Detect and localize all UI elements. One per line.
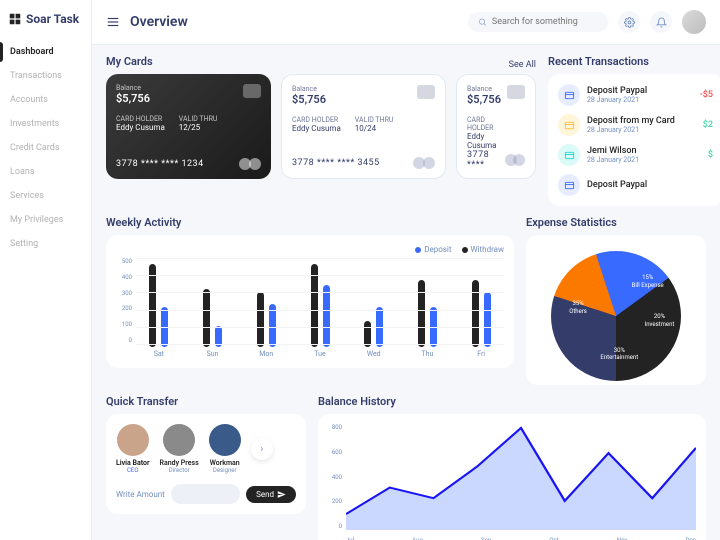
- sidebar-item-loans[interactable]: Loans: [0, 160, 91, 184]
- credit-card[interactable]: Balance$5,756 CARD HOLDEREddy CusumaVALI…: [281, 74, 446, 179]
- pie-label: 35%Others: [569, 300, 587, 314]
- see-all-link[interactable]: See All: [509, 60, 536, 70]
- transaction-icon: [558, 144, 580, 166]
- person-avatar: [209, 424, 241, 456]
- card-brand-icon: [413, 156, 435, 170]
- person[interactable]: Livia BatorCEO: [116, 424, 150, 474]
- sidebar-item-accounts[interactable]: Accounts: [0, 88, 91, 112]
- person-avatar: [163, 424, 195, 456]
- weekly-chart: Deposit Withdraw 5004003002001000 SatSun…: [106, 235, 514, 368]
- chip-icon: [417, 85, 435, 99]
- transaction-row[interactable]: Deposit from my Card28 January 2021 $2: [558, 114, 713, 136]
- sidebar-item-setting[interactable]: Setting: [0, 232, 91, 256]
- page-title: Overview: [130, 14, 188, 30]
- search[interactable]: [468, 12, 608, 32]
- person[interactable]: WorkmanDesigner: [209, 424, 241, 474]
- sidebar-item-investments[interactable]: Investments: [0, 112, 91, 136]
- next-button[interactable]: ›: [251, 438, 273, 460]
- sidebar-item-services[interactable]: Services: [0, 184, 91, 208]
- avatar[interactable]: [682, 10, 706, 34]
- my-cards-title: My Cards: [106, 55, 153, 68]
- weekly-activity-title: Weekly Activity: [106, 216, 514, 229]
- gear-icon: [624, 17, 635, 28]
- topbar: Overview: [92, 0, 720, 45]
- transaction-icon: [558, 84, 580, 106]
- send-button[interactable]: Send: [246, 486, 296, 503]
- sidebar-item-transactions[interactable]: Transactions: [0, 64, 91, 88]
- transaction-row[interactable]: Deposit Paypal: [558, 174, 713, 196]
- expense-statistics-title: Expense Statistics: [526, 216, 706, 229]
- sidebar: Soar Task DashboardTransactionsAccountsI…: [0, 0, 92, 540]
- balance-history-chart: 8006004002000 JulAugSepOctNovDec: [318, 414, 706, 540]
- pie-label: 30%Entertainment: [600, 347, 638, 361]
- send-icon: [277, 490, 286, 499]
- menu-icon[interactable]: [106, 15, 120, 29]
- transaction-icon: [558, 174, 580, 196]
- credit-card[interactable]: Balance$5,756 CARD HOLDEREddy Cusuma 377…: [456, 74, 536, 179]
- recent-transactions-title: Recent Transactions: [548, 55, 720, 68]
- quick-transfer-title: Quick Transfer: [106, 395, 306, 408]
- notifications-button[interactable]: [650, 11, 672, 33]
- nav: DashboardTransactionsAccountsInvestments…: [0, 40, 91, 256]
- expense-chart: 30%Entertainment 15%Bill Expense 20%Invest…: [526, 235, 706, 385]
- sidebar-item-credit-cards[interactable]: Credit Cards: [0, 136, 91, 160]
- transactions-list: Deposit Paypal28 January 2021 -$5 Deposi…: [548, 74, 720, 206]
- person[interactable]: Randy PressDirector: [160, 424, 199, 474]
- card-brand-icon: [505, 153, 525, 167]
- card-brand-icon: [239, 157, 261, 171]
- chip-icon: [507, 85, 525, 99]
- pie-label: 20%Investment: [645, 313, 675, 327]
- credit-card[interactable]: Balance$5,756 CARD HOLDEREddy CusumaVALI…: [106, 74, 271, 179]
- search-input[interactable]: [492, 17, 598, 27]
- person-avatar: [117, 424, 149, 456]
- transaction-row[interactable]: Jemi Wilson28 January 2021 $: [558, 144, 713, 166]
- balance-history-title: Balance History: [318, 395, 706, 408]
- amount-input[interactable]: [171, 484, 240, 504]
- write-amount-label: Write Amount: [116, 490, 165, 499]
- brand-icon: [8, 12, 22, 26]
- transaction-icon: [558, 114, 580, 136]
- brand: Soar Task: [0, 12, 91, 40]
- sidebar-item-my-privileges[interactable]: My Privileges: [0, 208, 91, 232]
- chip-icon: [243, 84, 261, 98]
- quick-transfer-panel: Livia BatorCEO Randy PressDirector Workman…: [106, 414, 306, 514]
- pie-label: 15%Bill Expense: [632, 274, 664, 288]
- search-icon: [478, 17, 487, 27]
- sidebar-item-dashboard[interactable]: Dashboard: [0, 40, 91, 64]
- transaction-row[interactable]: Deposit Paypal28 January 2021 -$5: [558, 84, 713, 106]
- bell-icon: [656, 17, 667, 28]
- chart-legend: Deposit Withdraw: [116, 245, 504, 254]
- settings-button[interactable]: [618, 11, 640, 33]
